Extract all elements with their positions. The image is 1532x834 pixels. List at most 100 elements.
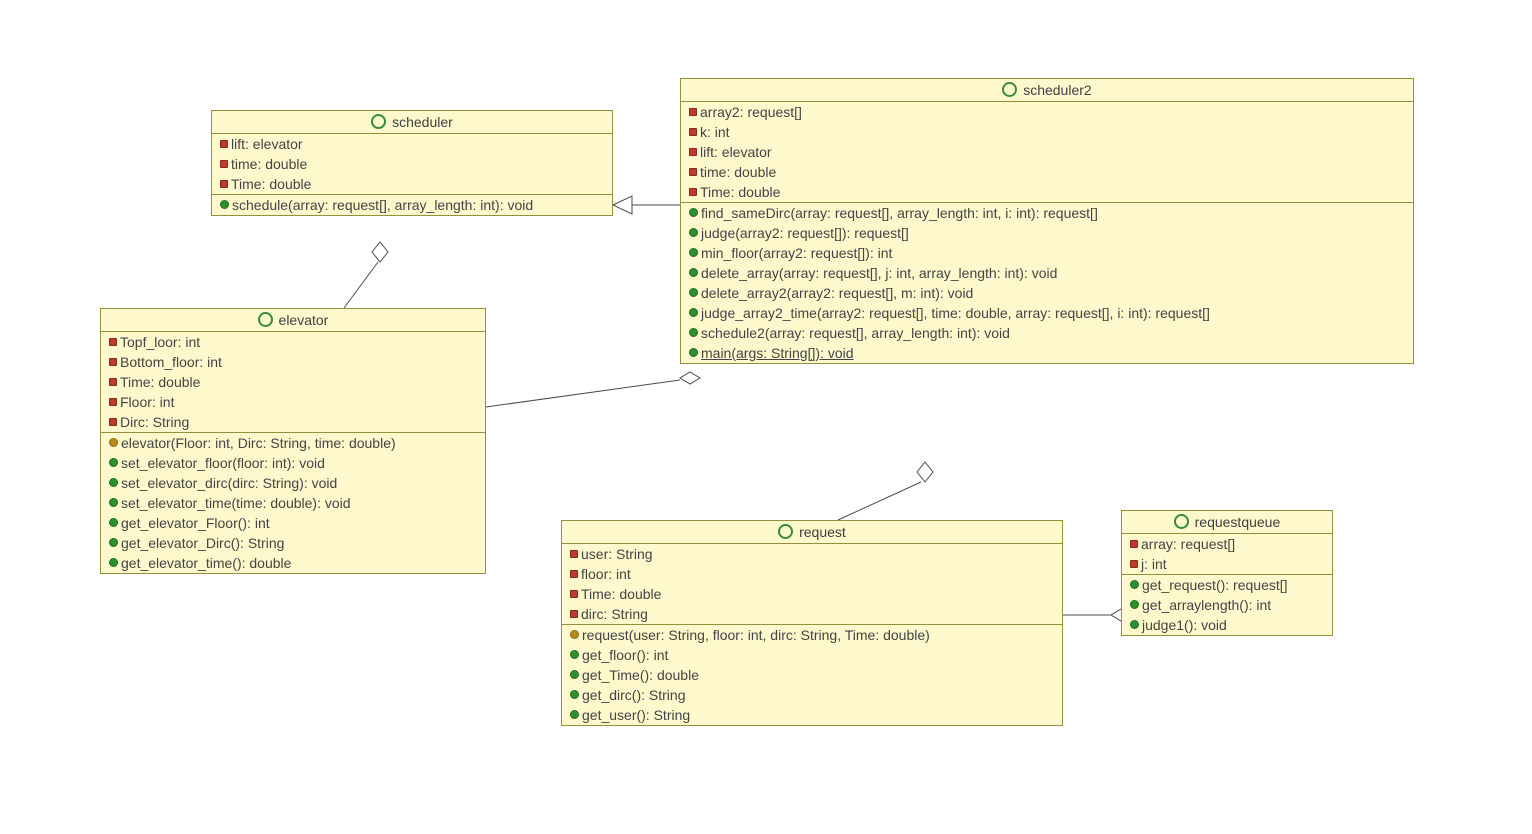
attr-marker-icon xyxy=(109,338,117,346)
attr-text: floor: int xyxy=(581,566,631,582)
method-text: request(user: String, floor: int, dirc: … xyxy=(582,627,930,643)
method-text: main(args: String[]): void xyxy=(701,345,854,361)
attr-text: Dirc: String xyxy=(120,414,189,430)
attr-text: lift: elevator xyxy=(700,144,772,160)
attributes-section: Topf_loor: int Bottom_floor: int Time: d… xyxy=(101,332,485,433)
class-icon xyxy=(1174,514,1189,529)
methods-section: get_request(): request[] get_arraylength… xyxy=(1122,575,1332,635)
method-marker-icon xyxy=(570,690,579,699)
method-text: get_elevator_Floor(): int xyxy=(121,515,270,531)
methods-section: find_sameDirc(array: request[], array_le… xyxy=(681,203,1413,363)
class-scheduler2: scheduler2 array2: request[] k: int lift… xyxy=(680,78,1414,364)
attr-marker-icon xyxy=(1130,560,1138,568)
method-text: schedule2(array: request[], array_length… xyxy=(701,325,1010,341)
attribute: lift: elevator xyxy=(212,134,612,154)
attr-text: array: request[] xyxy=(1141,536,1235,552)
class-title: scheduler2 xyxy=(1023,82,1092,98)
attr-text: time: double xyxy=(700,164,776,180)
method-text: get_request(): request[] xyxy=(1142,577,1288,593)
attr-text: time: double xyxy=(231,156,307,172)
method-marker-icon xyxy=(109,498,118,507)
attribute: time: double xyxy=(212,154,612,174)
attr-marker-icon xyxy=(689,188,697,196)
class-icon xyxy=(778,524,793,539)
method-marker-icon xyxy=(109,458,118,467)
method-marker-icon xyxy=(689,288,698,297)
attributes-section: array: request[] j: int xyxy=(1122,534,1332,575)
method-marker-icon xyxy=(689,228,698,237)
attribute: Bottom_floor: int xyxy=(101,352,485,372)
method-marker-icon xyxy=(689,248,698,257)
class-header: requestqueue xyxy=(1122,511,1332,534)
methods-section: elevator(Floor: int, Dirc: String, time:… xyxy=(101,433,485,573)
attribute: Time: double xyxy=(681,182,1413,202)
attr-marker-icon xyxy=(689,168,697,176)
method-marker-icon xyxy=(220,200,229,209)
attr-text: Time: double xyxy=(120,374,200,390)
method: get_request(): request[] xyxy=(1122,575,1332,595)
method: find_sameDirc(array: request[], array_le… xyxy=(681,203,1413,223)
method: get_dirc(): String xyxy=(562,685,1062,705)
attribute: Topf_loor: int xyxy=(101,332,485,352)
method-marker-icon xyxy=(1130,600,1139,609)
method: set_elevator_floor(floor: int): void xyxy=(101,453,485,473)
attr-marker-icon xyxy=(689,108,697,116)
attribute: Time: double xyxy=(101,372,485,392)
class-scheduler: scheduler lift: elevator time: double Ti… xyxy=(211,110,613,216)
method: schedule(array: request[], array_length:… xyxy=(212,195,612,215)
method-text: get_elevator_Dirc(): String xyxy=(121,535,284,551)
method-text: set_elevator_dirc(dirc: String): void xyxy=(121,475,337,491)
method-text: set_elevator_floor(floor: int): void xyxy=(121,455,325,471)
method: get_arraylength(): int xyxy=(1122,595,1332,615)
class-icon xyxy=(371,114,386,129)
method-text: delete_array(array: request[], j: int, a… xyxy=(701,265,1057,281)
method: get_elevator_Dirc(): String xyxy=(101,533,485,553)
attribute: array2: request[] xyxy=(681,102,1413,122)
class-requestqueue: requestqueue array: request[] j: int get… xyxy=(1121,510,1333,636)
method-text: find_sameDirc(array: request[], array_le… xyxy=(701,205,1098,221)
attribute: j: int xyxy=(1122,554,1332,574)
attr-marker-icon xyxy=(220,140,228,148)
class-request: request user: String floor: int Time: do… xyxy=(561,520,1063,726)
method: delete_array(array: request[], j: int, a… xyxy=(681,263,1413,283)
method-text: get_Time(): double xyxy=(582,667,699,683)
attr-text: lift: elevator xyxy=(231,136,303,152)
attr-marker-icon xyxy=(689,148,697,156)
attribute: lift: elevator xyxy=(681,142,1413,162)
class-header: scheduler2 xyxy=(681,79,1413,102)
method-text: get_user(): String xyxy=(582,707,690,723)
attribute: time: double xyxy=(681,162,1413,182)
method: get_user(): String xyxy=(562,705,1062,725)
method: set_elevator_time(time: double): void xyxy=(101,493,485,513)
attr-marker-icon xyxy=(109,378,117,386)
method: set_elevator_dirc(dirc: String): void xyxy=(101,473,485,493)
attribute: floor: int xyxy=(562,564,1062,584)
method-static: main(args: String[]): void xyxy=(681,343,1413,363)
class-icon xyxy=(258,312,273,327)
method-marker-icon xyxy=(570,710,579,719)
attr-text: Topf_loor: int xyxy=(120,334,200,350)
method-marker-icon xyxy=(109,478,118,487)
ctor-marker-icon xyxy=(570,630,579,639)
attribute: Time: double xyxy=(562,584,1062,604)
attr-text: array2: request[] xyxy=(700,104,802,120)
attr-text: Floor: int xyxy=(120,394,174,410)
attribute: Dirc: String xyxy=(101,412,485,432)
method-text: get_arraylength(): int xyxy=(1142,597,1271,613)
methods-section: request(user: String, floor: int, dirc: … xyxy=(562,625,1062,725)
class-icon xyxy=(1002,82,1017,97)
attribute: dirc: String xyxy=(562,604,1062,624)
method-text: get_dirc(): String xyxy=(582,687,685,703)
attr-marker-icon xyxy=(570,610,578,618)
attr-marker-icon xyxy=(570,570,578,578)
class-title: elevator xyxy=(279,312,329,328)
class-header: scheduler xyxy=(212,111,612,134)
attr-text: Time: double xyxy=(700,184,780,200)
attr-marker-icon xyxy=(220,160,228,168)
method-marker-icon xyxy=(570,650,579,659)
method-marker-icon xyxy=(1130,580,1139,589)
class-elevator: elevator Topf_loor: int Bottom_floor: in… xyxy=(100,308,486,574)
attr-marker-icon xyxy=(109,418,117,426)
class-header: request xyxy=(562,521,1062,544)
class-title: requestqueue xyxy=(1195,514,1281,530)
